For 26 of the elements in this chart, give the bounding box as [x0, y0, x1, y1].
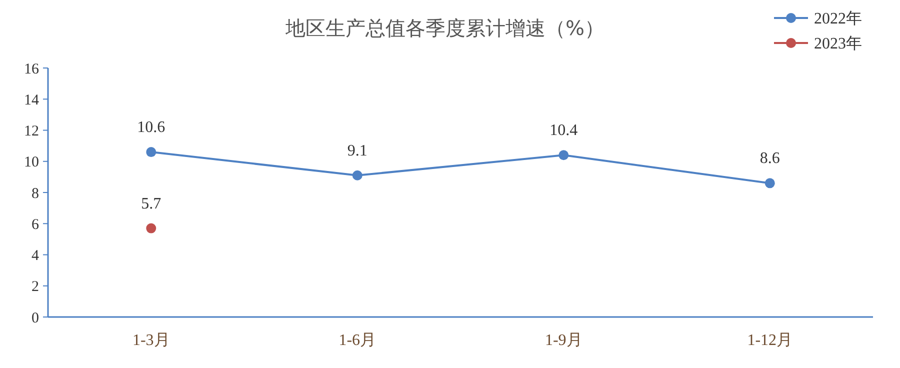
y-tick-label: 8: [32, 186, 39, 202]
chart-title: 地区生产总值各季度累计增速（%）: [284, 16, 605, 40]
point: [352, 170, 362, 180]
legend-label: 2022年: [814, 10, 862, 28]
point: [558, 150, 569, 160]
y-tick-label: 2: [32, 279, 39, 296]
y-tick-label: 16: [24, 61, 40, 78]
data-label: 8.6: [760, 150, 780, 168]
y-tick-label: 4: [32, 248, 40, 264]
x-tick-label: 1-12月: [747, 332, 793, 349]
y-tick-label: 12: [24, 124, 39, 140]
point: [146, 223, 156, 234]
data-label: 10.6: [137, 119, 166, 136]
y-tick-label: 14: [24, 92, 40, 108]
point: [764, 178, 775, 188]
legend-label: 2023年: [814, 36, 862, 53]
y-tick-label: 10: [24, 154, 39, 171]
data-label: 10.4: [550, 122, 578, 140]
x-tick-label: 1-9月: [544, 332, 582, 349]
point: [146, 147, 156, 158]
y-tick-label: 6: [32, 216, 40, 233]
data-label: 9.1: [347, 142, 368, 160]
x-tick-label: 1-3月: [132, 332, 170, 349]
data-label: 5.7: [141, 195, 162, 212]
y-tick-label: 0: [32, 310, 39, 326]
x-tick-label: 1-6月: [338, 332, 376, 349]
